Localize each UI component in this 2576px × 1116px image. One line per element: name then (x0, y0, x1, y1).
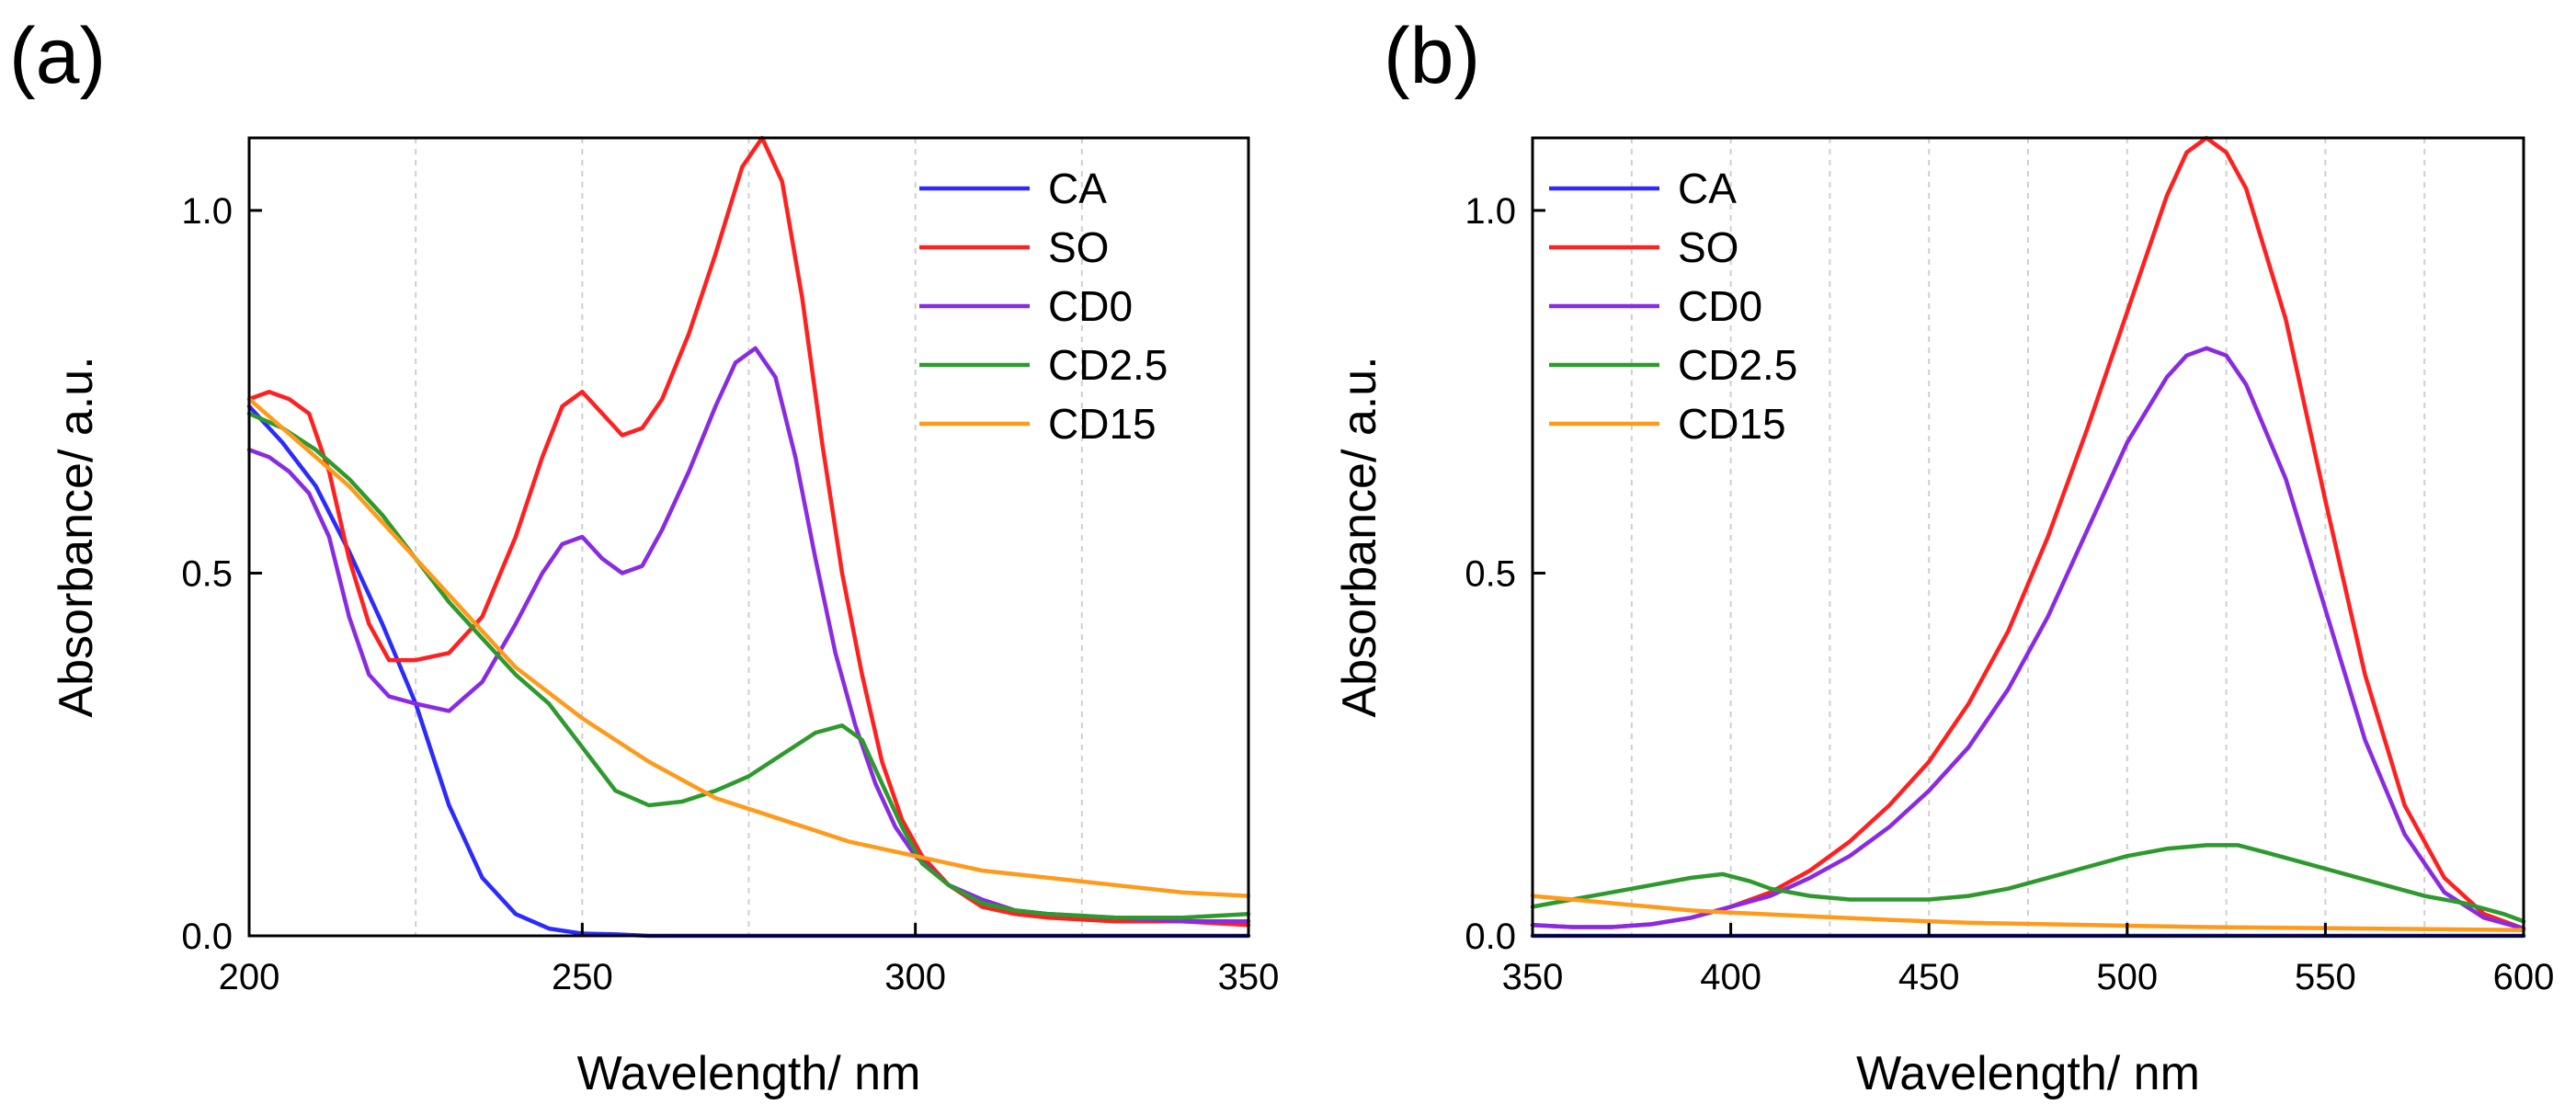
panel-b-y-axis-title: Absorbance/ a.u. (1333, 356, 1386, 717)
panel-b-ytick-label: 0.0 (1465, 917, 1516, 957)
panel-a-ytick-label: 1.0 (181, 191, 233, 232)
panel-b-xtick-label: 550 (2295, 957, 2356, 997)
panel-b-legend: CA SO CD0 CD2.5 CD15 (1549, 165, 1797, 448)
panel-a-legend-label: CA (1048, 165, 1107, 212)
panel-b-xtick-label: 400 (1700, 957, 1761, 997)
panel-a-y-axis-title: Absorbance/ a.u. (50, 356, 103, 717)
panel-b-series-cd2-5 (1530, 843, 2526, 924)
panel-a-x-axis-title: Wavelength/ nm (577, 1047, 921, 1100)
panel-a-legend-label: SO (1048, 223, 1109, 271)
panel-a-ytick-label: 0.0 (181, 917, 233, 957)
panel-b-chart: (b) 350 400 450 500 550 600 0.0 0.5 1.0 Wavelength… (1333, 12, 2554, 1100)
panel-a-xtick-label: 350 (1218, 957, 1280, 997)
panel-a-chart: (a) 200 250 300 350 0.0 0.5 1.0 Wavelength/ nm Ab… (9, 12, 1279, 1100)
panel-a-ytick-label: 0.5 (181, 553, 233, 594)
panel-b-plot-frame (1531, 136, 2525, 938)
panel-a-plot-frame (247, 136, 1250, 938)
panel-b-xtick-label: 500 (2096, 957, 2158, 997)
panel-a-legend-label: CD2.5 (1048, 341, 1168, 389)
panel-b-legend-label: CA (1678, 165, 1737, 212)
panel-a-xtick-label: 250 (552, 957, 613, 997)
panel-b-xtick-label: 450 (1898, 957, 1960, 997)
panel-b-label: (b) (1384, 12, 1480, 100)
panel-b-xtick-label: 350 (1502, 957, 1564, 997)
panel-a-legend: CA SO CD0 CD2.5 CD15 (919, 165, 1168, 448)
panel-a-xtick-label: 200 (219, 957, 280, 997)
panel-b-legend-label: SO (1678, 223, 1738, 271)
panel-a-label: (a) (9, 12, 106, 100)
panel-a-xtick-label: 300 (884, 957, 946, 997)
panel-b-legend-label: CD0 (1678, 282, 1762, 330)
panel-b-ytick-label: 1.0 (1465, 191, 1516, 232)
panel-b-legend-label: CD2.5 (1678, 341, 1797, 389)
panel-b-legend-label: CD15 (1678, 400, 1786, 448)
panel-b-x-axis-title: Wavelength/ nm (1856, 1047, 2200, 1100)
panel-a-series-cd15 (246, 396, 1251, 898)
panel-b-xtick-label: 600 (2493, 957, 2555, 997)
panel-a-legend-label: CD0 (1048, 282, 1133, 330)
panel-a-legend-label: CD15 (1048, 400, 1157, 448)
panel-b-ytick-label: 0.5 (1465, 553, 1516, 594)
